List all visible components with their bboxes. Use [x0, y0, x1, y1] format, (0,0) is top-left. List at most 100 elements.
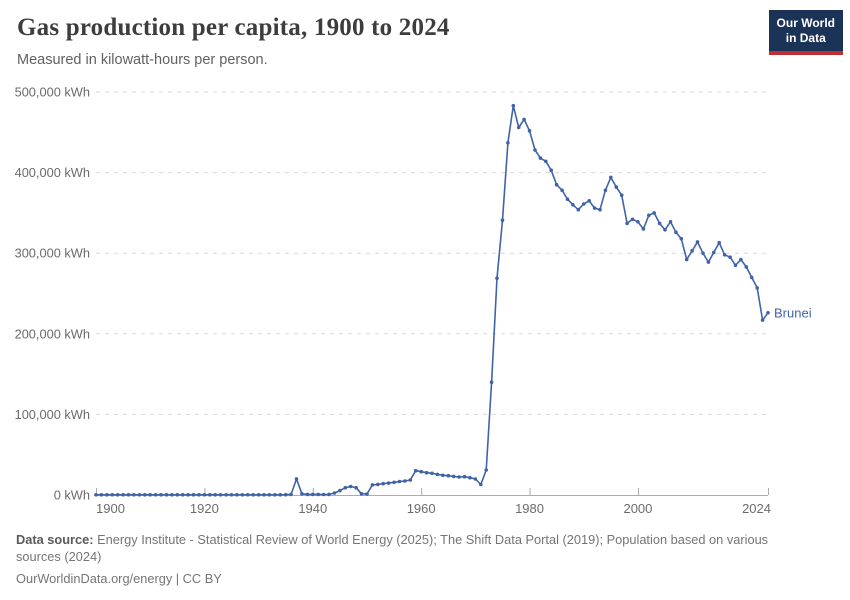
data-point[interactable]: [728, 255, 732, 259]
data-point[interactable]: [365, 492, 369, 496]
data-point[interactable]: [495, 276, 499, 281]
data-point[interactable]: [348, 484, 353, 489]
data-point[interactable]: [359, 492, 364, 496]
data-point[interactable]: [251, 493, 255, 497]
data-point[interactable]: [289, 492, 293, 497]
data-point[interactable]: [300, 492, 304, 496]
data-point[interactable]: [164, 493, 169, 497]
data-point[interactable]: [647, 213, 651, 218]
data-point[interactable]: [441, 473, 445, 478]
data-point[interactable]: [630, 217, 635, 222]
data-point[interactable]: [148, 493, 152, 497]
data-point[interactable]: [132, 493, 136, 497]
data-point[interactable]: [603, 188, 608, 193]
data-point[interactable]: [657, 221, 662, 226]
data-point[interactable]: [706, 260, 711, 264]
data-point[interactable]: [527, 128, 532, 133]
data-point[interactable]: [283, 492, 288, 497]
data-point[interactable]: [684, 257, 689, 262]
data-point[interactable]: [516, 125, 521, 130]
data-point[interactable]: [370, 483, 375, 487]
data-point[interactable]: [609, 175, 613, 180]
data-point[interactable]: [392, 480, 396, 485]
data-point[interactable]: [739, 257, 743, 262]
data-point[interactable]: [473, 477, 478, 481]
data-point[interactable]: [191, 493, 196, 497]
data-point[interactable]: [256, 493, 261, 497]
data-point[interactable]: [386, 481, 391, 485]
data-point[interactable]: [321, 492, 326, 497]
data-point[interactable]: [229, 493, 234, 497]
data-point[interactable]: [186, 493, 190, 497]
data-point[interactable]: [262, 493, 266, 497]
data-point[interactable]: [397, 479, 402, 484]
data-point[interactable]: [668, 220, 673, 224]
data-point[interactable]: [663, 228, 667, 232]
data-point[interactable]: [641, 227, 646, 231]
data-point[interactable]: [500, 218, 505, 222]
data-point[interactable]: [625, 221, 629, 226]
data-point[interactable]: [224, 493, 228, 497]
data-point[interactable]: [354, 485, 358, 490]
data-point[interactable]: [338, 488, 342, 493]
data-point[interactable]: [305, 492, 310, 497]
data-point[interactable]: [468, 475, 472, 480]
data-point[interactable]: [592, 206, 597, 210]
data-point[interactable]: [332, 491, 337, 495]
data-point[interactable]: [598, 207, 602, 212]
data-point[interactable]: [484, 468, 489, 472]
data-point[interactable]: [376, 482, 380, 487]
data-point[interactable]: [419, 469, 424, 474]
data-point[interactable]: [408, 478, 413, 482]
data-point[interactable]: [674, 230, 678, 234]
data-point[interactable]: [511, 103, 516, 108]
data-point[interactable]: [424, 470, 429, 475]
data-point[interactable]: [533, 148, 537, 152]
data-point[interactable]: [581, 202, 586, 206]
data-point[interactable]: [170, 493, 174, 497]
data-point[interactable]: [403, 479, 407, 483]
data-point[interactable]: [554, 182, 559, 187]
data-point[interactable]: [153, 493, 158, 497]
data-point[interactable]: [712, 250, 716, 255]
data-point[interactable]: [614, 185, 619, 189]
data-point[interactable]: [636, 220, 640, 224]
data-point[interactable]: [327, 492, 331, 497]
data-series-line[interactable]: [95, 104, 769, 496]
data-point[interactable]: [121, 493, 125, 497]
data-point[interactable]: [110, 493, 115, 497]
data-point[interactable]: [549, 168, 553, 172]
data-point[interactable]: [717, 240, 721, 245]
data-point[interactable]: [202, 493, 207, 497]
data-point[interactable]: [94, 493, 98, 497]
data-point[interactable]: [766, 311, 770, 315]
data-point[interactable]: [652, 211, 656, 215]
data-point[interactable]: [435, 472, 440, 477]
data-point[interactable]: [316, 492, 321, 497]
data-point[interactable]: [273, 493, 277, 497]
data-point[interactable]: [522, 117, 526, 122]
data-point[interactable]: [267, 493, 272, 497]
series-end-label[interactable]: Brunei: [774, 305, 812, 320]
data-point[interactable]: [143, 493, 147, 497]
data-point[interactable]: [105, 493, 109, 497]
data-point[interactable]: [587, 199, 591, 203]
data-point[interactable]: [278, 493, 283, 497]
data-point[interactable]: [381, 481, 386, 486]
data-point[interactable]: [538, 156, 543, 160]
data-point[interactable]: [571, 203, 575, 207]
data-point[interactable]: [213, 493, 217, 497]
data-point[interactable]: [446, 473, 451, 478]
data-point[interactable]: [744, 265, 749, 269]
data-point[interactable]: [679, 236, 684, 241]
data-point[interactable]: [479, 482, 483, 487]
data-point[interactable]: [451, 474, 456, 479]
data-point[interactable]: [175, 493, 180, 497]
data-point[interactable]: [560, 188, 564, 193]
owid-logo[interactable]: Our World in Data: [768, 10, 843, 55]
data-point[interactable]: [245, 493, 250, 497]
data-point[interactable]: [343, 485, 348, 490]
data-point[interactable]: [701, 251, 705, 255]
data-point[interactable]: [457, 475, 461, 479]
data-point[interactable]: [565, 197, 570, 201]
